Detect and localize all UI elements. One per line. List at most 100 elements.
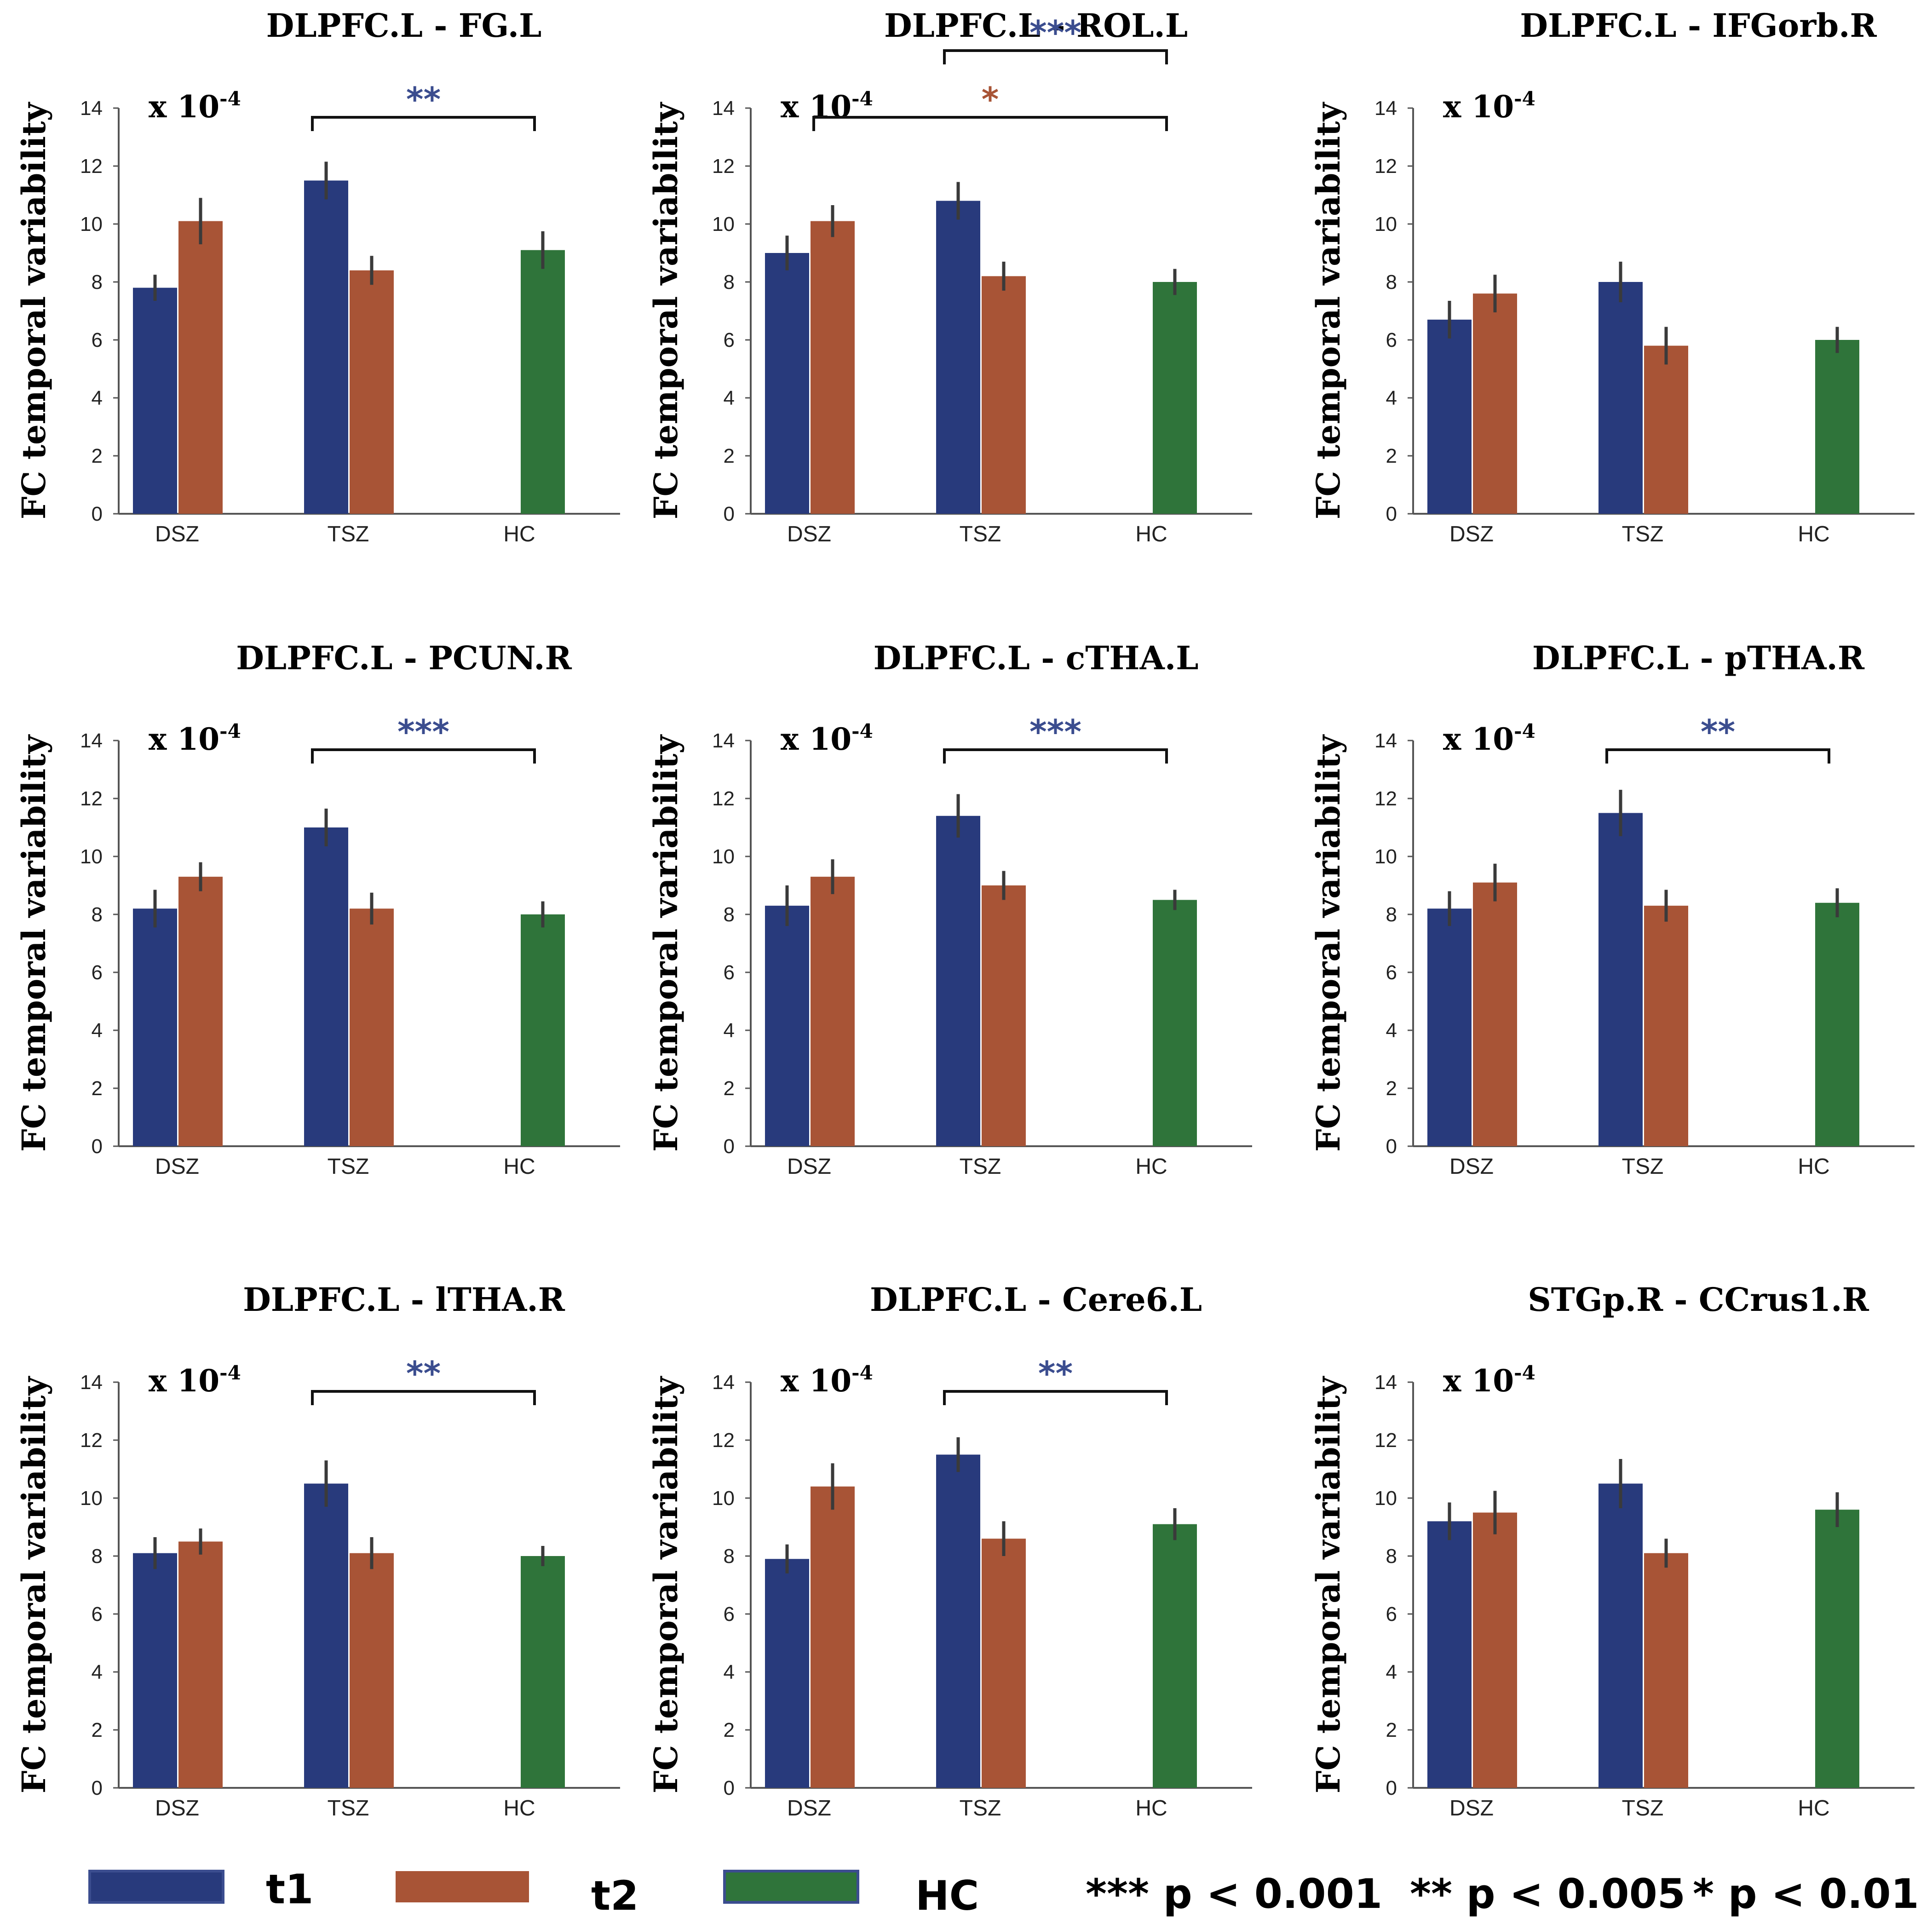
y-tick-label: 0 bbox=[1386, 1777, 1397, 1799]
y-tick-label: 14 bbox=[712, 729, 735, 752]
x-category-label: TSZ bbox=[1622, 522, 1664, 546]
y-tick-label: 2 bbox=[724, 445, 735, 467]
y-axis-label: FC temporal variability bbox=[1309, 102, 1347, 519]
y-axis-label: FC temporal variability bbox=[15, 734, 53, 1152]
y-tick-label: 14 bbox=[1374, 729, 1397, 752]
y-tick-label: 6 bbox=[724, 329, 735, 351]
scale-label: x 10-4 bbox=[1443, 720, 1535, 757]
chart-panel: DLPFC.L - ROL.L x 10-4 FC temporal variabi… bbox=[647, 6, 1252, 546]
bar-t2-dsz bbox=[811, 221, 855, 514]
scale-label: x 10-4 bbox=[149, 1361, 241, 1399]
y-tick-label: 4 bbox=[724, 387, 735, 409]
bar-hc-hc bbox=[1815, 340, 1859, 514]
significance-stars: ** bbox=[406, 80, 441, 119]
bar-t2-dsz bbox=[1473, 882, 1517, 1146]
y-tick-label: 10 bbox=[80, 845, 103, 868]
y-tick-label: 2 bbox=[1386, 1719, 1397, 1741]
bar-t2-dsz bbox=[811, 1486, 855, 1788]
chart-panel: DLPFC.L - lTHA.R x 10-4 FC temporal variab… bbox=[15, 1281, 620, 1821]
y-tick-label: 8 bbox=[724, 903, 735, 926]
bar-t1-tsz bbox=[1598, 1483, 1643, 1788]
bar-t1-dsz bbox=[1427, 319, 1472, 514]
y-tick-label: 10 bbox=[712, 213, 735, 235]
bar-t1-tsz bbox=[936, 816, 980, 1146]
y-tick-label: 8 bbox=[724, 1545, 735, 1568]
x-category-label: HC bbox=[503, 1154, 535, 1179]
x-category-label: TSZ bbox=[1622, 1154, 1664, 1179]
bar-t1-tsz bbox=[1598, 282, 1643, 514]
y-tick-label: 12 bbox=[80, 155, 103, 178]
y-tick-label: 4 bbox=[1386, 387, 1397, 409]
legend-label-t2: t2 bbox=[591, 1872, 638, 1919]
x-category-label: TSZ bbox=[328, 1796, 369, 1821]
chart-panel: DLPFC.L - PCUN.R x 10-4 FC temporal variab… bbox=[15, 639, 620, 1179]
legend-sig-005: ** p < 0.005 bbox=[1410, 1870, 1685, 1918]
x-category-label: HC bbox=[1135, 1796, 1167, 1821]
y-tick-label: 0 bbox=[92, 1135, 103, 1158]
y-tick-label: 12 bbox=[1374, 155, 1397, 178]
scale-label: x 10-4 bbox=[781, 720, 873, 757]
chart-panel: DLPFC.L - FG.L x 10-4 FC temporal variabil… bbox=[15, 6, 620, 546]
y-tick-label: 0 bbox=[724, 1135, 735, 1158]
y-tick-label: 10 bbox=[712, 1487, 735, 1510]
bar-t2-dsz bbox=[1473, 293, 1517, 514]
y-tick-label: 6 bbox=[724, 1603, 735, 1625]
bar-hc-hc bbox=[521, 1556, 565, 1788]
bar-hc-hc bbox=[521, 250, 565, 514]
significance-stars: ** bbox=[1701, 712, 1735, 751]
x-category-label: HC bbox=[1798, 522, 1829, 546]
y-tick-label: 14 bbox=[80, 1371, 103, 1394]
bar-t1-tsz bbox=[304, 1483, 348, 1788]
y-axis-label: FC temporal variability bbox=[647, 734, 685, 1152]
y-tick-label: 2 bbox=[92, 1719, 103, 1741]
y-tick-label: 0 bbox=[1386, 1135, 1397, 1158]
scale-label: x 10-4 bbox=[781, 1361, 873, 1399]
x-category-label: TSZ bbox=[960, 522, 1001, 546]
x-category-label: HC bbox=[1798, 1796, 1829, 1821]
legend-sig-001: *** p < 0.001 bbox=[1086, 1870, 1382, 1918]
significance-stars: ** bbox=[406, 1354, 441, 1393]
y-tick-label: 14 bbox=[80, 729, 103, 752]
y-tick-label: 10 bbox=[80, 213, 103, 235]
chart-title: DLPFC.L - Cere6.L bbox=[870, 1281, 1202, 1319]
significance-bracket bbox=[311, 116, 536, 131]
significance-bracket bbox=[812, 116, 1168, 131]
bar-t1-tsz bbox=[936, 201, 980, 514]
bar-hc-hc bbox=[521, 914, 565, 1146]
legend-label-t1: t1 bbox=[266, 1866, 313, 1913]
y-tick-label: 6 bbox=[1386, 961, 1397, 984]
y-tick-label: 8 bbox=[92, 903, 103, 926]
x-category-label: DSZ bbox=[787, 522, 831, 546]
y-tick-label: 8 bbox=[92, 1545, 103, 1568]
y-tick-label: 10 bbox=[1374, 213, 1397, 235]
x-category-label: DSZ bbox=[787, 1796, 831, 1821]
y-tick-label: 4 bbox=[1386, 1661, 1397, 1683]
y-tick-label: 10 bbox=[1374, 845, 1397, 868]
x-category-label: TSZ bbox=[960, 1796, 1001, 1821]
y-tick-label: 12 bbox=[712, 155, 735, 178]
y-tick-label: 4 bbox=[92, 1661, 103, 1683]
x-category-label: HC bbox=[1135, 1154, 1167, 1179]
bar-t2-dsz bbox=[178, 877, 223, 1146]
y-tick-label: 6 bbox=[92, 1603, 103, 1625]
bar-hc-hc bbox=[1815, 1510, 1859, 1788]
scale-label: x 10-4 bbox=[781, 87, 873, 125]
y-tick-label: 12 bbox=[712, 787, 735, 810]
y-tick-label: 10 bbox=[1374, 1487, 1397, 1510]
bar-t1-dsz bbox=[765, 1559, 809, 1788]
y-tick-label: 4 bbox=[92, 387, 103, 409]
y-tick-label: 8 bbox=[92, 271, 103, 293]
y-tick-label: 8 bbox=[1386, 271, 1397, 293]
bar-t2-tsz bbox=[982, 885, 1026, 1146]
y-tick-label: 0 bbox=[92, 1777, 103, 1799]
bar-t2-dsz bbox=[811, 877, 855, 1146]
chart-title: STGp.R - CCrus1.R bbox=[1528, 1281, 1869, 1319]
legend-swatch-t2 bbox=[396, 1871, 529, 1902]
scale-label: x 10-4 bbox=[149, 87, 241, 125]
bar-t1-tsz bbox=[936, 1454, 980, 1788]
bar-t1-tsz bbox=[1598, 813, 1643, 1146]
y-tick-label: 4 bbox=[724, 1661, 735, 1683]
x-category-label: HC bbox=[1798, 1154, 1829, 1179]
significance-bracket bbox=[1605, 748, 1830, 764]
